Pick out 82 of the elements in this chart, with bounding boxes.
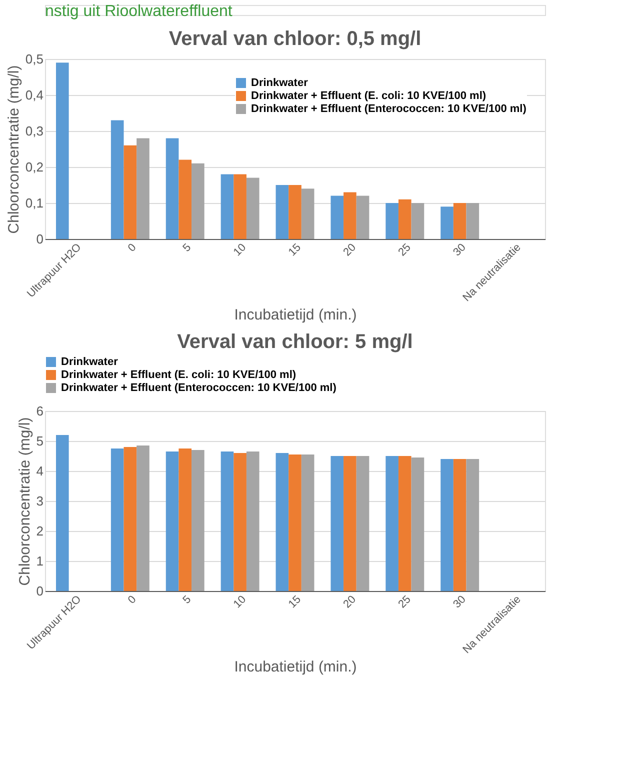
y-tick-label: 4 bbox=[36, 464, 44, 478]
bar bbox=[234, 453, 246, 591]
x-tick-label: 10 bbox=[231, 594, 249, 611]
y-tick-label: 0,1 bbox=[25, 196, 44, 210]
bar bbox=[398, 199, 412, 239]
bar bbox=[110, 448, 124, 591]
chart-title: Verval van chloor: 5 mg/l bbox=[177, 331, 413, 353]
bar bbox=[356, 196, 370, 239]
bar bbox=[56, 435, 69, 591]
x-axis-title: Incubatietijd (min.) bbox=[234, 306, 357, 324]
bar bbox=[411, 458, 424, 591]
bar bbox=[411, 203, 424, 239]
x-tick-label: 0 bbox=[126, 594, 139, 606]
bar bbox=[166, 138, 179, 239]
bar bbox=[192, 163, 204, 239]
bar bbox=[276, 185, 289, 239]
x-tick-label: 15 bbox=[286, 594, 304, 611]
legend-label: Drinkwater bbox=[251, 77, 309, 89]
bar bbox=[344, 192, 356, 239]
text: nstig uit Rioolwatereffluent bbox=[45, 3, 233, 20]
x-tick-label: 30 bbox=[451, 242, 468, 259]
x-axis-title: Incubatietijd (min.) bbox=[234, 658, 357, 676]
bar bbox=[220, 174, 234, 239]
bar bbox=[124, 145, 137, 239]
bar bbox=[276, 453, 289, 591]
legend-label: Drinkwater + Effluent (E. coli: 10 KVE/100 ml) bbox=[61, 369, 296, 381]
bar bbox=[466, 459, 480, 591]
bar bbox=[246, 452, 260, 591]
y-tick-label: 6 bbox=[36, 404, 44, 418]
bar bbox=[453, 459, 466, 591]
legend-label: Drinkwater + Effluent (Enterococcen: 10 KVE/100 ml) bbox=[61, 382, 337, 394]
bar bbox=[288, 454, 302, 591]
x-tick-label: 5 bbox=[180, 242, 194, 254]
bar bbox=[386, 456, 398, 591]
y-axis-title: Chloorconcentratie (mg/l) bbox=[5, 65, 22, 234]
y-tick-label: 3 bbox=[36, 494, 44, 508]
bar bbox=[166, 452, 179, 591]
bar bbox=[246, 178, 260, 239]
x-tick-label: 5 bbox=[180, 594, 194, 606]
x-tick-label: 25 bbox=[396, 594, 414, 611]
y-tick-label: 5 bbox=[36, 434, 44, 448]
bar bbox=[301, 454, 314, 591]
bar bbox=[234, 174, 246, 239]
bar bbox=[136, 446, 150, 591]
bar bbox=[220, 452, 234, 591]
bar bbox=[136, 138, 150, 239]
x-tick-label: 20 bbox=[341, 594, 358, 611]
y-tick-label: 0,2 bbox=[25, 160, 44, 174]
y-tick-label: 0,5 bbox=[25, 52, 44, 66]
y-tick-label: 0,3 bbox=[25, 124, 44, 138]
legend-label: Drinkwater + Effluent (Enterococcen: 10 KVE/100 ml) bbox=[251, 103, 527, 115]
bar bbox=[398, 456, 412, 591]
bar bbox=[356, 456, 370, 591]
bar bbox=[440, 459, 454, 591]
x-tick-label: 0 bbox=[126, 242, 139, 254]
bar bbox=[301, 188, 314, 239]
bar bbox=[178, 160, 192, 239]
bar bbox=[330, 456, 344, 591]
x-tick-label: 25 bbox=[396, 242, 414, 259]
bar bbox=[453, 203, 466, 239]
x-tick-label: 15 bbox=[286, 242, 304, 259]
legend-label: Drinkwater + Effluent (E. coli: 10 KVE/100 ml) bbox=[251, 90, 486, 102]
bar bbox=[466, 203, 480, 239]
bar bbox=[440, 206, 454, 239]
x-tick-label: 10 bbox=[231, 242, 249, 259]
legend-label: Drinkwater bbox=[61, 356, 119, 368]
bar bbox=[178, 448, 192, 591]
x-tick-label: 30 bbox=[451, 594, 468, 611]
bar bbox=[110, 120, 124, 239]
x-tick-label: 20 bbox=[341, 242, 358, 259]
bar bbox=[56, 62, 69, 239]
y-tick-label: 2 bbox=[36, 524, 44, 538]
y-tick-label: 1 bbox=[36, 554, 44, 568]
y-axis-title: Chloorconcentratie (mg/l) bbox=[16, 417, 34, 586]
bar bbox=[344, 456, 356, 591]
bar bbox=[192, 450, 204, 591]
bar bbox=[288, 185, 302, 239]
bar bbox=[386, 203, 398, 239]
chart-title: Verval van chloor: 0,5 mg/l bbox=[168, 28, 422, 50]
bar bbox=[124, 447, 137, 591]
bar bbox=[330, 196, 344, 239]
y-tick-label: 0,4 bbox=[25, 88, 44, 102]
